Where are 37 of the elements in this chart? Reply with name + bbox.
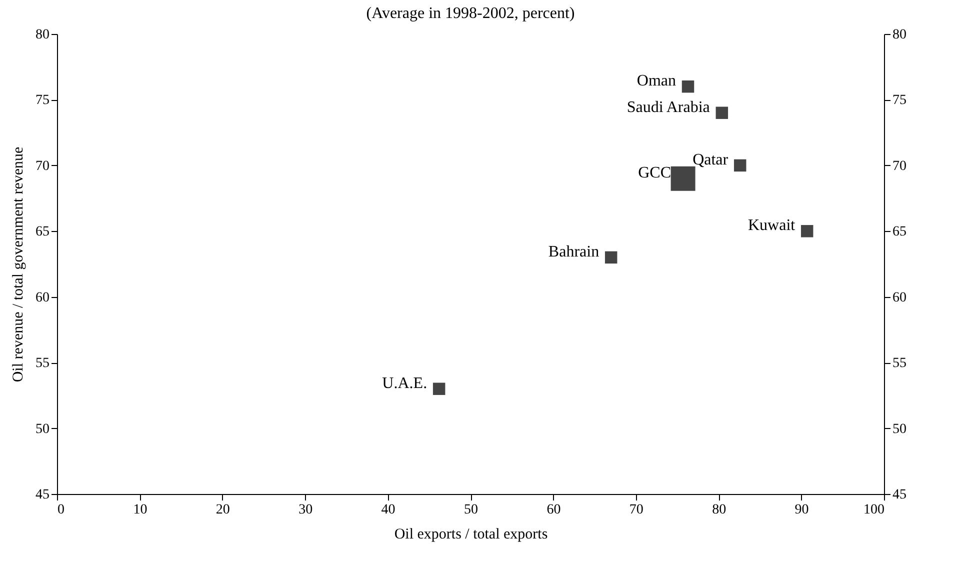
- chart-subtitle: (Average in 1998-2002, percent): [366, 5, 575, 22]
- y2-tick-label: 65: [892, 224, 906, 240]
- annotation: Kuwait: [748, 217, 796, 234]
- annotation: U.A.E.: [382, 374, 428, 392]
- x-tick-label: 30: [298, 502, 313, 518]
- y-tick-label: 75: [36, 93, 50, 108]
- y-axis-title: Oil revenue / total government revenue: [10, 146, 26, 382]
- y2-tick-label: 55: [892, 356, 906, 372]
- y2-tick-label: 75: [892, 93, 906, 108]
- x-tick-label: 60: [546, 502, 561, 518]
- y2-tick-label: 70: [892, 158, 906, 174]
- y2-tick-label: 50: [892, 422, 906, 437]
- x-tick-label: 70: [629, 502, 644, 518]
- y-tick-label: 45: [36, 488, 50, 502]
- y-tick-label: 65: [36, 224, 50, 240]
- x-tick-label: 90: [794, 502, 809, 518]
- y2-tick-label: 80: [892, 28, 906, 42]
- annotation: GCC: [638, 164, 672, 182]
- y-tick-label: 60: [36, 290, 50, 306]
- y2-tick-label: 45: [892, 488, 906, 502]
- x-tick-label: 10: [133, 502, 148, 518]
- x-tick-label: 50: [464, 502, 478, 518]
- y-tick-label: 55: [36, 356, 50, 372]
- annotation: Qatar: [692, 151, 729, 168]
- annotation: Bahrain: [548, 243, 600, 260]
- y-tick-label: 50: [36, 422, 50, 437]
- x-tick-label: 0: [58, 502, 64, 518]
- annotation: Oman: [636, 72, 676, 90]
- x-tick-label: 80: [712, 502, 726, 518]
- x-tick-label: 100: [864, 502, 884, 518]
- annotation: Saudi Arabia: [626, 98, 710, 116]
- y-tick-label: 80: [36, 28, 50, 42]
- x-tick-label: 40: [381, 502, 396, 518]
- x-tick-label: 20: [216, 502, 230, 518]
- y-tick-label: 70: [36, 158, 50, 174]
- y2-tick-label: 60: [892, 290, 906, 306]
- x-axis-title: Oil exports / total exports: [394, 526, 548, 542]
